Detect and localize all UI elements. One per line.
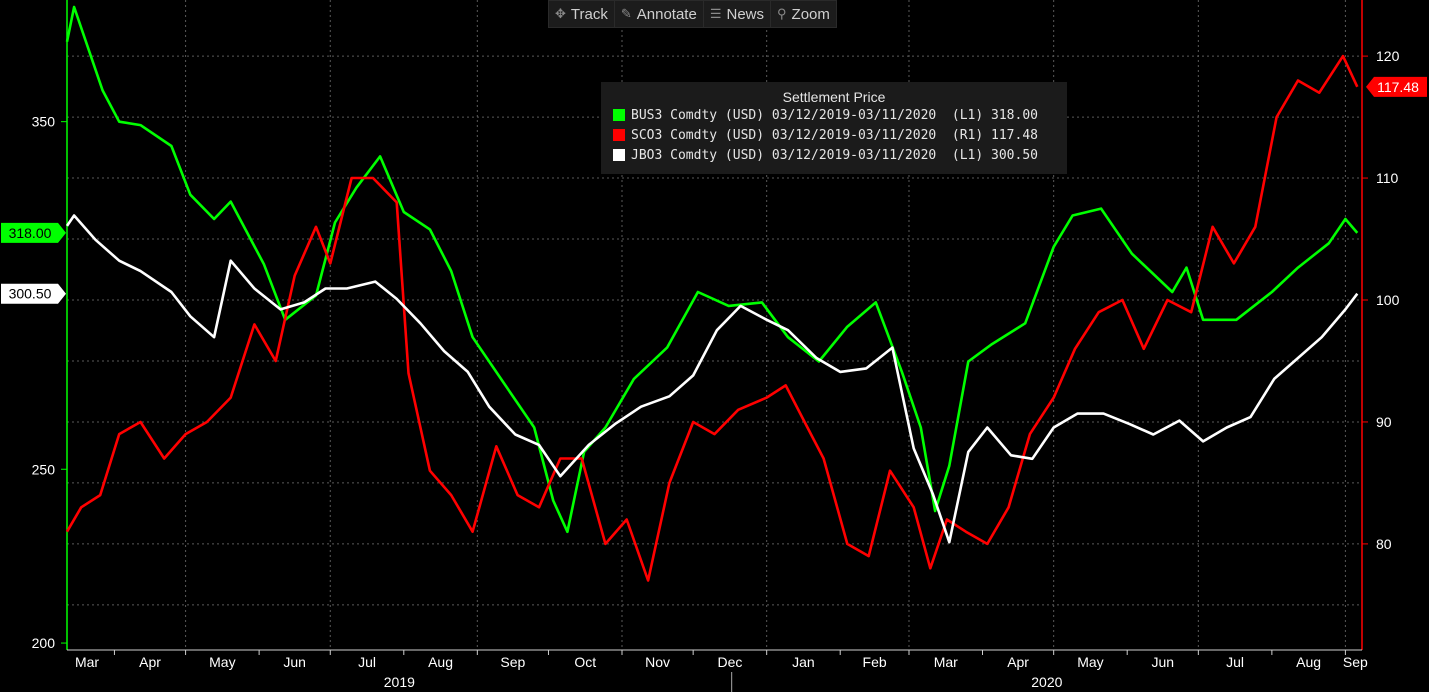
right-tick-label: 80 (1376, 536, 1392, 552)
x-tick-label: Apr (139, 654, 161, 670)
x-tick-label: Nov (645, 654, 670, 670)
series-line-sco3 (65, 54, 1359, 582)
last-value-tag-sco3 (1366, 76, 1427, 97)
right-tick-label: 90 (1376, 414, 1392, 430)
track-label: Track (570, 5, 608, 23)
series-line-bus3 (65, 5, 1359, 534)
magnifier-icon: ⚲ (777, 6, 787, 21)
zoom-label: Zoom (791, 5, 830, 23)
year-label-2020: 2020 (1031, 674, 1062, 690)
x-tick-label: May (209, 654, 235, 670)
x-tick-label: Jul (1226, 654, 1244, 670)
legend-title: Settlement Price (782, 89, 886, 105)
x-tick-label: Apr (1007, 654, 1029, 670)
x-tick-label: Sep (1343, 654, 1368, 670)
news-label: News (726, 5, 764, 23)
x-tick-label: Feb (863, 654, 887, 670)
x-tick-label: Aug (428, 654, 453, 670)
zoom-button[interactable]: ⚲ Zoom (771, 1, 836, 27)
series-line-jbo3 (65, 214, 1359, 544)
last-value-label-jbo3: 300.50 (9, 286, 52, 302)
legend-swatch-bus3 (613, 109, 625, 121)
legend-text-sco3: SCO3 Comdty (USD) 03/12/2019-03/11/2020 … (631, 127, 1038, 143)
right-tick-label: 110 (1376, 170, 1399, 186)
x-tick-label: Sep (500, 654, 525, 670)
last-value-tag-jbo3 (1, 283, 66, 304)
x-tick-label: Jun (283, 654, 306, 670)
axis-labels: 200 250 350 80 90 100 110 120 Mar Apr May Jun Jul Aug… (1, 48, 1427, 690)
left-tick-label: 200 (32, 635, 56, 651)
x-tick-label: Jun (1151, 654, 1174, 670)
x-tick-label: Oct (574, 654, 596, 670)
legend-swatch-jbo3 (613, 149, 625, 161)
chart-legend: Settlement Price BUS3 Comdty (USD) 03/12… (601, 82, 1067, 174)
x-tick-label: Mar (75, 654, 99, 670)
last-value-label-bus3: 318.00 (9, 225, 52, 241)
annotate-label: Annotate (636, 5, 697, 23)
axes (61, 0, 1368, 692)
grid (67, 0, 1362, 650)
legend-text-jbo3: JBO3 Comdty (USD) 03/12/2019-03/11/2020 … (631, 147, 1038, 163)
left-tick-label: 250 (32, 461, 56, 477)
x-tick-label: Aug (1296, 654, 1321, 670)
x-tick-label: Dec (717, 654, 742, 670)
news-button[interactable]: ☰ News (704, 1, 771, 27)
annotate-button[interactable]: ✎ Annotate (615, 1, 704, 27)
right-tick-label: 100 (1376, 292, 1400, 308)
x-tick-label: Mar (934, 654, 958, 670)
x-tick-label: Jan (792, 654, 815, 670)
series-lines (65, 5, 1359, 582)
legend-entry-jbo3: JBO3 Comdty (USD) 03/12/2019-03/11/2020 … (601, 145, 1067, 165)
legend-text-bus3: BUS3 Comdty (USD) 03/12/2019-03/11/2020 … (631, 107, 1038, 123)
pencil-icon: ✎ (620, 6, 632, 21)
news-icon: ☰ (709, 6, 722, 21)
crosshair-icon: ✥ (555, 6, 566, 21)
year-label-2019: 2019 (384, 674, 415, 690)
x-tick-label: May (1077, 654, 1103, 670)
left-tick-label: 350 (32, 114, 56, 130)
last-value-label-sco3: 117.48 (1377, 79, 1419, 95)
x-tick-label: Jul (358, 654, 376, 670)
last-value-tag-bus3 (1, 222, 66, 243)
legend-entry-bus3: BUS3 Comdty (USD) 03/12/2019-03/11/2020 … (601, 105, 1067, 125)
legend-entry-sco3: SCO3 Comdty (USD) 03/12/2019-03/11/2020 … (601, 125, 1067, 145)
chart-toolbar: ✥ Track ✎ Annotate ☰ News ⚲ Zoom (548, 0, 837, 28)
right-tick-label: 120 (1376, 48, 1400, 64)
track-button[interactable]: ✥ Track (549, 1, 615, 27)
legend-swatch-sco3 (613, 129, 625, 141)
